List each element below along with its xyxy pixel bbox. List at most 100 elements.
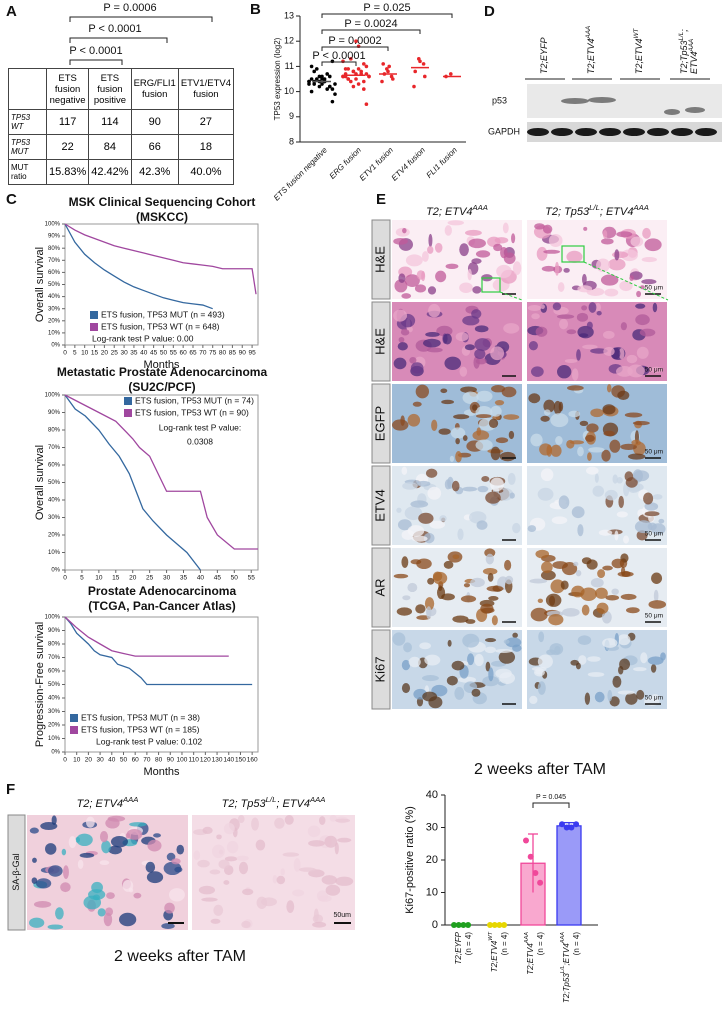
micrograph-texture bbox=[428, 233, 433, 248]
micrograph-texture bbox=[587, 672, 605, 677]
x-tick-label: 160 bbox=[247, 757, 258, 764]
micrograph-texture bbox=[467, 268, 472, 281]
blot-band bbox=[695, 128, 717, 136]
lane-label: T2;Tp53L/L; bbox=[678, 29, 690, 74]
micrograph-texture bbox=[633, 470, 650, 482]
micrograph-texture bbox=[238, 861, 249, 875]
scale-label: 50 μm bbox=[645, 613, 663, 620]
micrograph-texture bbox=[550, 579, 565, 594]
micrograph-texture bbox=[445, 263, 459, 270]
micrograph-texture bbox=[624, 471, 634, 482]
bracket bbox=[321, 61, 357, 66]
micrograph-texture bbox=[651, 523, 666, 535]
micrograph-texture bbox=[612, 474, 618, 484]
y-tick-label: 8 bbox=[289, 136, 294, 146]
y-tick-label: 30 bbox=[426, 821, 438, 833]
data-point bbox=[380, 79, 384, 84]
corner-cell bbox=[8, 68, 47, 110]
micrograph-texture bbox=[223, 823, 235, 835]
micrograph-texture bbox=[552, 302, 562, 311]
data-point bbox=[568, 824, 575, 831]
column-title: T2; Tp53L/L; ETV4AAA bbox=[545, 203, 649, 218]
x-tick-label: 85 bbox=[229, 350, 237, 357]
micrograph-texture bbox=[103, 912, 113, 927]
panel-letter: D bbox=[484, 3, 495, 20]
y-tick-label: 40% bbox=[48, 498, 61, 504]
micrograph-texture bbox=[85, 816, 95, 828]
micrograph-texture bbox=[401, 556, 409, 568]
micrograph-texture bbox=[557, 365, 572, 379]
y-tick-label: 100% bbox=[45, 393, 61, 399]
micrograph-texture bbox=[110, 835, 128, 848]
micrograph-texture bbox=[537, 598, 544, 603]
x-tick-label: 50 bbox=[160, 350, 168, 357]
micrograph-texture bbox=[282, 852, 300, 857]
micrograph-texture bbox=[460, 386, 477, 393]
data-point bbox=[455, 922, 462, 928]
bracket bbox=[321, 46, 389, 51]
scale-label: 50 μm bbox=[645, 695, 663, 702]
x-tick-label: 45 bbox=[214, 575, 222, 582]
micrograph-texture bbox=[597, 569, 606, 579]
micrograph-texture bbox=[47, 924, 64, 930]
y-axis-label: Overall survival bbox=[34, 247, 46, 322]
micrograph-texture bbox=[611, 558, 625, 569]
micrograph-texture bbox=[538, 631, 545, 643]
micrograph-texture bbox=[472, 404, 478, 411]
chart-subtitle: (TCGA, Pan-Cancer Atlas) bbox=[88, 599, 236, 613]
table-cell: 42.3% bbox=[130, 159, 179, 185]
band-label: GAPDH bbox=[488, 126, 520, 136]
legend-swatch bbox=[90, 323, 98, 331]
table-row: TP53 MUT 22 84 66 18 bbox=[8, 134, 235, 160]
micrograph-texture bbox=[590, 578, 604, 588]
column-title-part: ; ETV4 bbox=[276, 798, 310, 810]
blot-band bbox=[685, 107, 705, 113]
micrograph-texture bbox=[416, 558, 432, 570]
x-tick-label: T2;ETV4WT bbox=[488, 931, 499, 972]
x-tick-label: 100 bbox=[177, 757, 188, 764]
lane-label-part: T2;ETV4 bbox=[586, 38, 596, 74]
row-label-box bbox=[371, 465, 391, 546]
micrograph-texture bbox=[503, 414, 520, 420]
column-title: T2; ETV4AAA bbox=[426, 203, 488, 218]
y-tick-label: 10 bbox=[426, 886, 438, 898]
row-label-box bbox=[371, 547, 391, 628]
column-title-part: L/L bbox=[589, 203, 600, 212]
table-cell: 27 bbox=[177, 109, 235, 135]
micrograph-texture bbox=[542, 224, 553, 234]
data-point bbox=[523, 837, 529, 844]
table-cell: 22 bbox=[45, 134, 90, 160]
x-tick-label: FLI1 fusion bbox=[425, 145, 460, 180]
lane-label-part: AAA bbox=[688, 39, 695, 53]
micrograph-texture bbox=[583, 226, 588, 231]
micrograph-texture bbox=[649, 366, 664, 373]
inset-box bbox=[481, 277, 501, 293]
x-tick-label-part: T2;ETV4 bbox=[490, 940, 499, 972]
annotation: Log-rank test P value: bbox=[159, 422, 242, 432]
x-tick-label: 70 bbox=[143, 757, 151, 764]
survival-curve bbox=[64, 223, 257, 295]
micrograph-texture bbox=[79, 852, 95, 858]
survival-curve bbox=[64, 616, 229, 657]
micrograph-texture bbox=[409, 356, 417, 364]
x-tick-label: 0 bbox=[63, 575, 67, 582]
micrograph-texture bbox=[101, 840, 111, 854]
x-tick-count: (n = 4) bbox=[500, 932, 509, 956]
micrograph-texture bbox=[503, 639, 510, 644]
micrograph-texture bbox=[611, 588, 619, 595]
chart-title: MSK Clinical Sequencing Cohort bbox=[69, 195, 256, 209]
micrograph-texture bbox=[485, 638, 497, 643]
micrograph-texture bbox=[223, 880, 230, 885]
micrograph-texture bbox=[571, 506, 585, 519]
micrograph-texture bbox=[512, 261, 522, 276]
micrograph-texture bbox=[480, 603, 494, 614]
micrograph-texture bbox=[581, 604, 590, 616]
micrograph-texture bbox=[577, 285, 593, 293]
column-title-part: T2; ETV4 bbox=[426, 206, 472, 218]
micrograph-texture bbox=[453, 414, 470, 420]
micrograph-texture bbox=[588, 302, 597, 313]
data-point bbox=[573, 821, 580, 828]
data-point bbox=[309, 64, 314, 69]
band-label: p53 bbox=[492, 95, 507, 105]
micrograph-texture bbox=[392, 419, 409, 431]
